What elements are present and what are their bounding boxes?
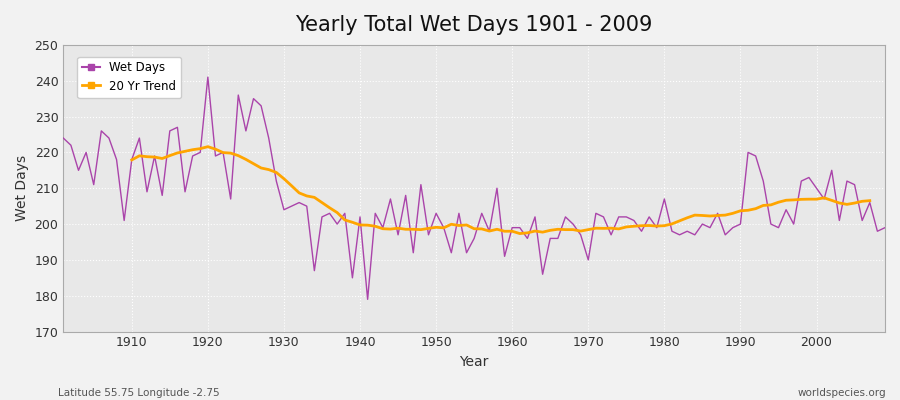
Title: Yearly Total Wet Days 1901 - 2009: Yearly Total Wet Days 1901 - 2009 [295, 15, 652, 35]
Legend: Wet Days, 20 Yr Trend: Wet Days, 20 Yr Trend [77, 56, 181, 98]
Text: Latitude 55.75 Longitude -2.75: Latitude 55.75 Longitude -2.75 [58, 388, 220, 398]
Text: worldspecies.org: worldspecies.org [798, 388, 886, 398]
X-axis label: Year: Year [460, 355, 489, 369]
Y-axis label: Wet Days: Wet Days [15, 155, 29, 221]
